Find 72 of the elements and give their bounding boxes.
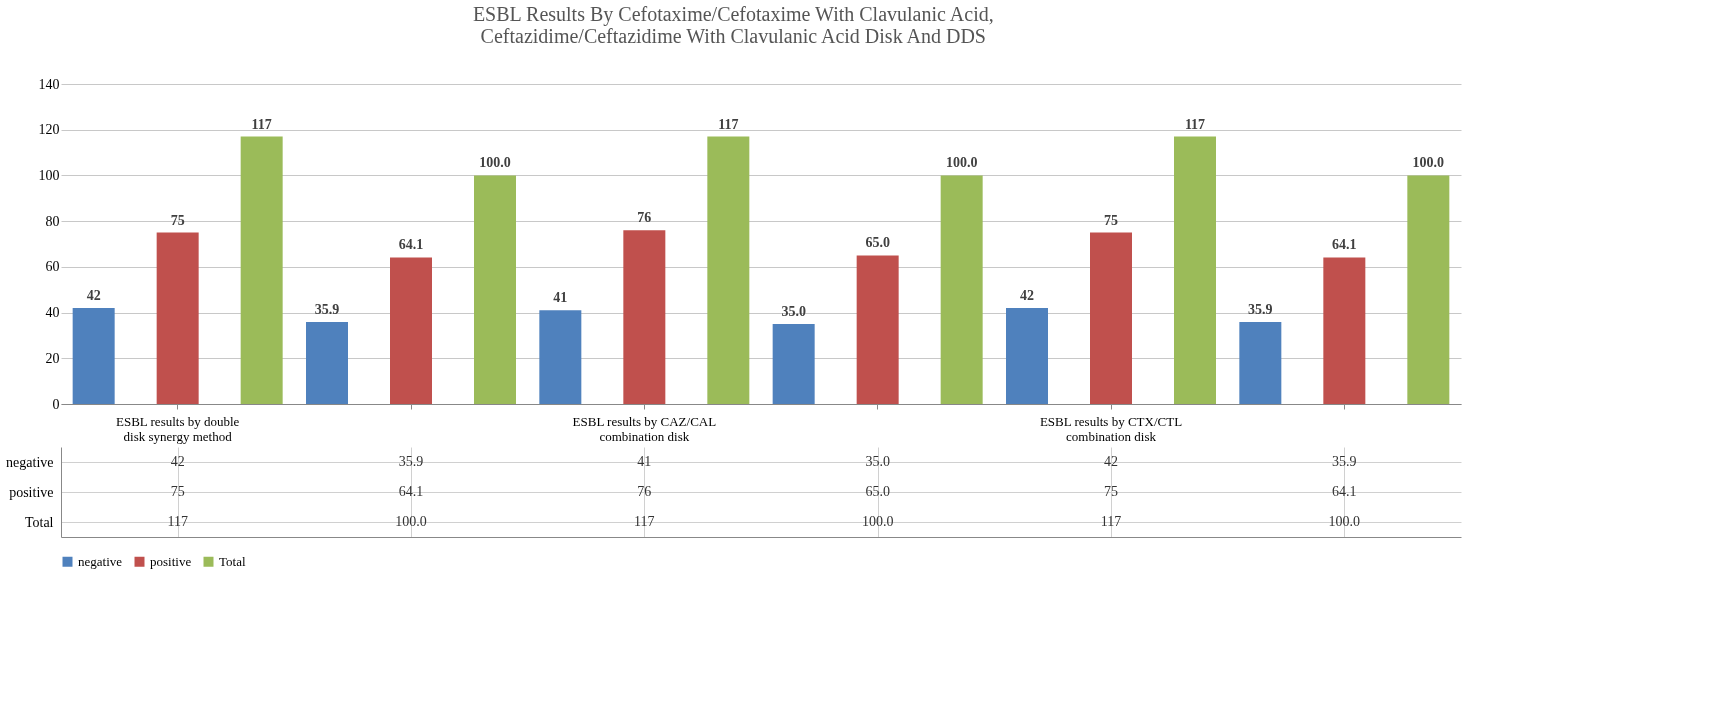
legend-label: positive <box>150 553 192 569</box>
legend-label: Total <box>219 553 246 569</box>
data-label: 42 <box>1104 454 1118 469</box>
y-tick-label: 60 <box>45 259 60 275</box>
bar <box>1239 321 1282 404</box>
bar <box>940 175 983 404</box>
bar <box>856 255 899 404</box>
data-label: 41 <box>637 454 652 469</box>
text: 75 <box>170 212 185 228</box>
data-label: 64.1 <box>398 484 424 499</box>
bar <box>1090 232 1132 404</box>
text: Total <box>24 514 54 530</box>
text: 35.9 <box>1248 301 1273 317</box>
y-tick-label: 120 <box>38 122 60 138</box>
text: 100.0 <box>479 155 511 171</box>
text: negative <box>6 454 54 470</box>
data-label: 100.0 <box>861 514 894 529</box>
data-label: 117 <box>634 514 655 529</box>
text: 100.0 <box>945 155 978 171</box>
data-label: 117 <box>167 514 188 529</box>
data-label: 35.0 <box>865 454 890 469</box>
y-tick-label: 40 <box>45 305 60 321</box>
text: 75 <box>1104 212 1118 228</box>
bar <box>240 136 283 404</box>
bar <box>1323 257 1366 404</box>
text: positive <box>9 484 54 500</box>
x-tick-label: ESBL results by double disk synergy method <box>115 413 240 444</box>
text: 117 <box>1184 116 1206 132</box>
data-label: 42 <box>170 454 185 469</box>
bar <box>72 308 115 404</box>
bar <box>474 175 516 404</box>
text: 42 <box>86 288 101 303</box>
data-label: 64.1 <box>1332 484 1357 499</box>
y-tick-label: 100 <box>38 167 60 183</box>
x-tick-label: ESBL results by CTX/CTL combination disk <box>1039 413 1183 444</box>
text: 35.9 <box>314 301 340 317</box>
legend-label: negative <box>78 553 123 569</box>
bar <box>306 321 348 404</box>
text: 117 <box>718 116 739 132</box>
text: 65.0 <box>865 235 890 251</box>
y-tick-label: 140 <box>38 76 60 92</box>
data-label: 35.9 <box>1332 454 1357 469</box>
x-tick-label: ESBL results by CAZ/CAL combination disk <box>572 413 717 444</box>
y-tick-label: 80 <box>45 213 60 229</box>
text: 35.0 <box>781 304 806 319</box>
chart-title: ESBL Results By Cefotaxime/Cefotaxime With Clavulanic Acid, Ceftazidime/Ceftazidime With Clavulanic Acid Disk And DDS <box>472 3 994 47</box>
data-label: 35.9 <box>398 454 424 469</box>
bar <box>707 136 750 404</box>
bar <box>539 310 582 404</box>
text: 64.1 <box>1332 237 1357 253</box>
data-label: 75 <box>1104 484 1118 499</box>
text: 100.0 <box>1412 155 1445 171</box>
bar <box>390 257 432 404</box>
data-label: 76 <box>637 484 652 499</box>
bar <box>623 230 666 404</box>
data-label: 100.0 <box>395 514 427 529</box>
text: 42 <box>1020 288 1034 303</box>
data-label: 75 <box>170 484 185 499</box>
data-label: 65.0 <box>865 484 890 499</box>
bar <box>772 324 815 404</box>
bar <box>1407 175 1450 404</box>
text: 41 <box>553 290 568 306</box>
text: 117 <box>251 116 272 132</box>
y-tick-label: 20 <box>45 350 60 366</box>
data-label: 117 <box>1100 514 1122 529</box>
y-tick-label: 0 <box>52 396 60 412</box>
bar <box>1174 136 1216 404</box>
bar <box>1006 308 1048 404</box>
bar <box>156 232 199 404</box>
text: 64.1 <box>398 237 424 253</box>
data-label: 100.0 <box>1328 514 1361 529</box>
text: 76 <box>637 210 652 226</box>
